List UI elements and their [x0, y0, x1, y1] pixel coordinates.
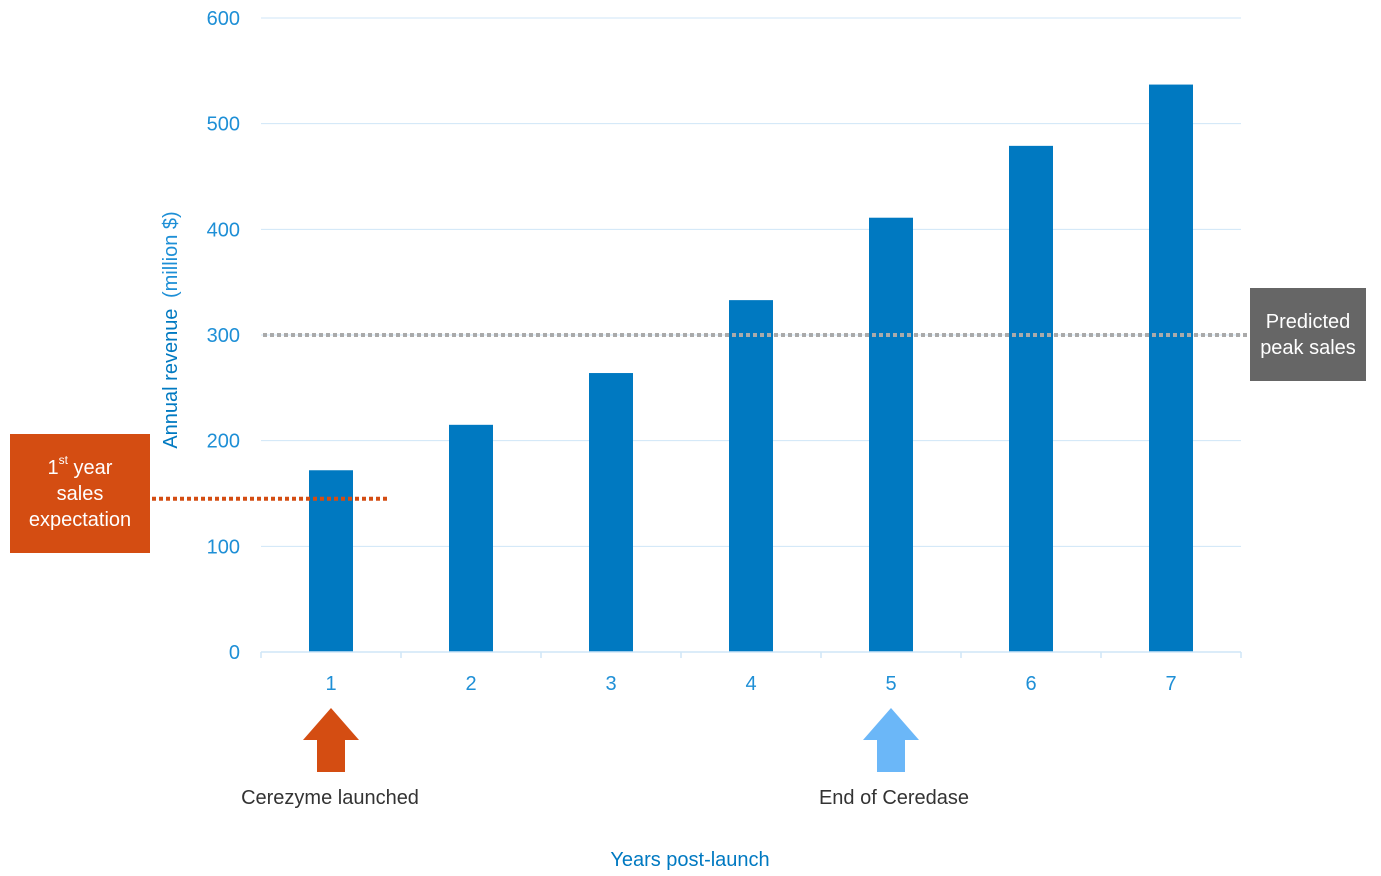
first-year-line2: sales	[56, 482, 104, 505]
y-axis-label: Annual revenue (million $)	[160, 211, 182, 448]
x-tick-label: 7	[1165, 673, 1176, 695]
peak-line1: Predicted	[1265, 310, 1351, 333]
y-axis-label-unit: (million $)	[160, 211, 182, 298]
y-tick-label: 600	[207, 8, 240, 30]
x-tick-label: 6	[1025, 673, 1036, 695]
x-tick-label: 1	[325, 673, 336, 695]
bar-year-4	[729, 300, 773, 652]
y-axis-label-main: Annual revenue	[160, 309, 182, 449]
y-tick-label: 400	[207, 219, 240, 241]
x-tick-label: 4	[745, 673, 756, 695]
first-year-line1: 1st year	[47, 452, 113, 481]
launch-label: Cerezyme launched	[241, 787, 419, 809]
y-tick-label: 500	[207, 114, 240, 136]
x-tick-labels: 1 2 3 4 5 6 7	[325, 673, 1176, 695]
x-tick-label: 2	[465, 673, 476, 695]
x-axis-label: Years post-launch	[610, 849, 769, 871]
launch-arrow-icon	[303, 708, 359, 772]
x-tick-label: 5	[885, 673, 896, 695]
bar-year-5	[869, 217, 913, 652]
first-year-number: 1	[47, 456, 59, 479]
bar-year-3	[589, 373, 633, 652]
end-label: End of Ceredase	[819, 787, 969, 809]
bar-year-2	[449, 424, 493, 652]
first-year-ordinal: st	[58, 452, 68, 467]
reference-lines	[152, 333, 1250, 501]
y-tick-label: 200	[207, 431, 240, 453]
first-year-expectation-box: 1st year sales expectation	[10, 434, 150, 553]
bar-year-6	[1009, 145, 1053, 652]
first-year-line3: expectation	[28, 508, 132, 531]
x-axis	[260, 651, 1242, 658]
y-tick-label: 0	[229, 642, 240, 664]
y-tick-labels: 0 100 200 300 400 500 600	[207, 8, 240, 664]
bar-year-7	[1149, 84, 1193, 652]
predicted-peak-box: Predicted peak sales	[1250, 288, 1366, 381]
first-year-word: year	[68, 456, 113, 479]
event-arrows	[303, 708, 919, 772]
bars	[309, 84, 1193, 652]
x-tick-label: 3	[605, 673, 616, 695]
y-tick-label: 300	[207, 325, 240, 347]
peak-line2: peak sales	[1260, 336, 1356, 359]
end-arrow-icon	[863, 708, 919, 772]
y-tick-label: 100	[207, 536, 240, 558]
